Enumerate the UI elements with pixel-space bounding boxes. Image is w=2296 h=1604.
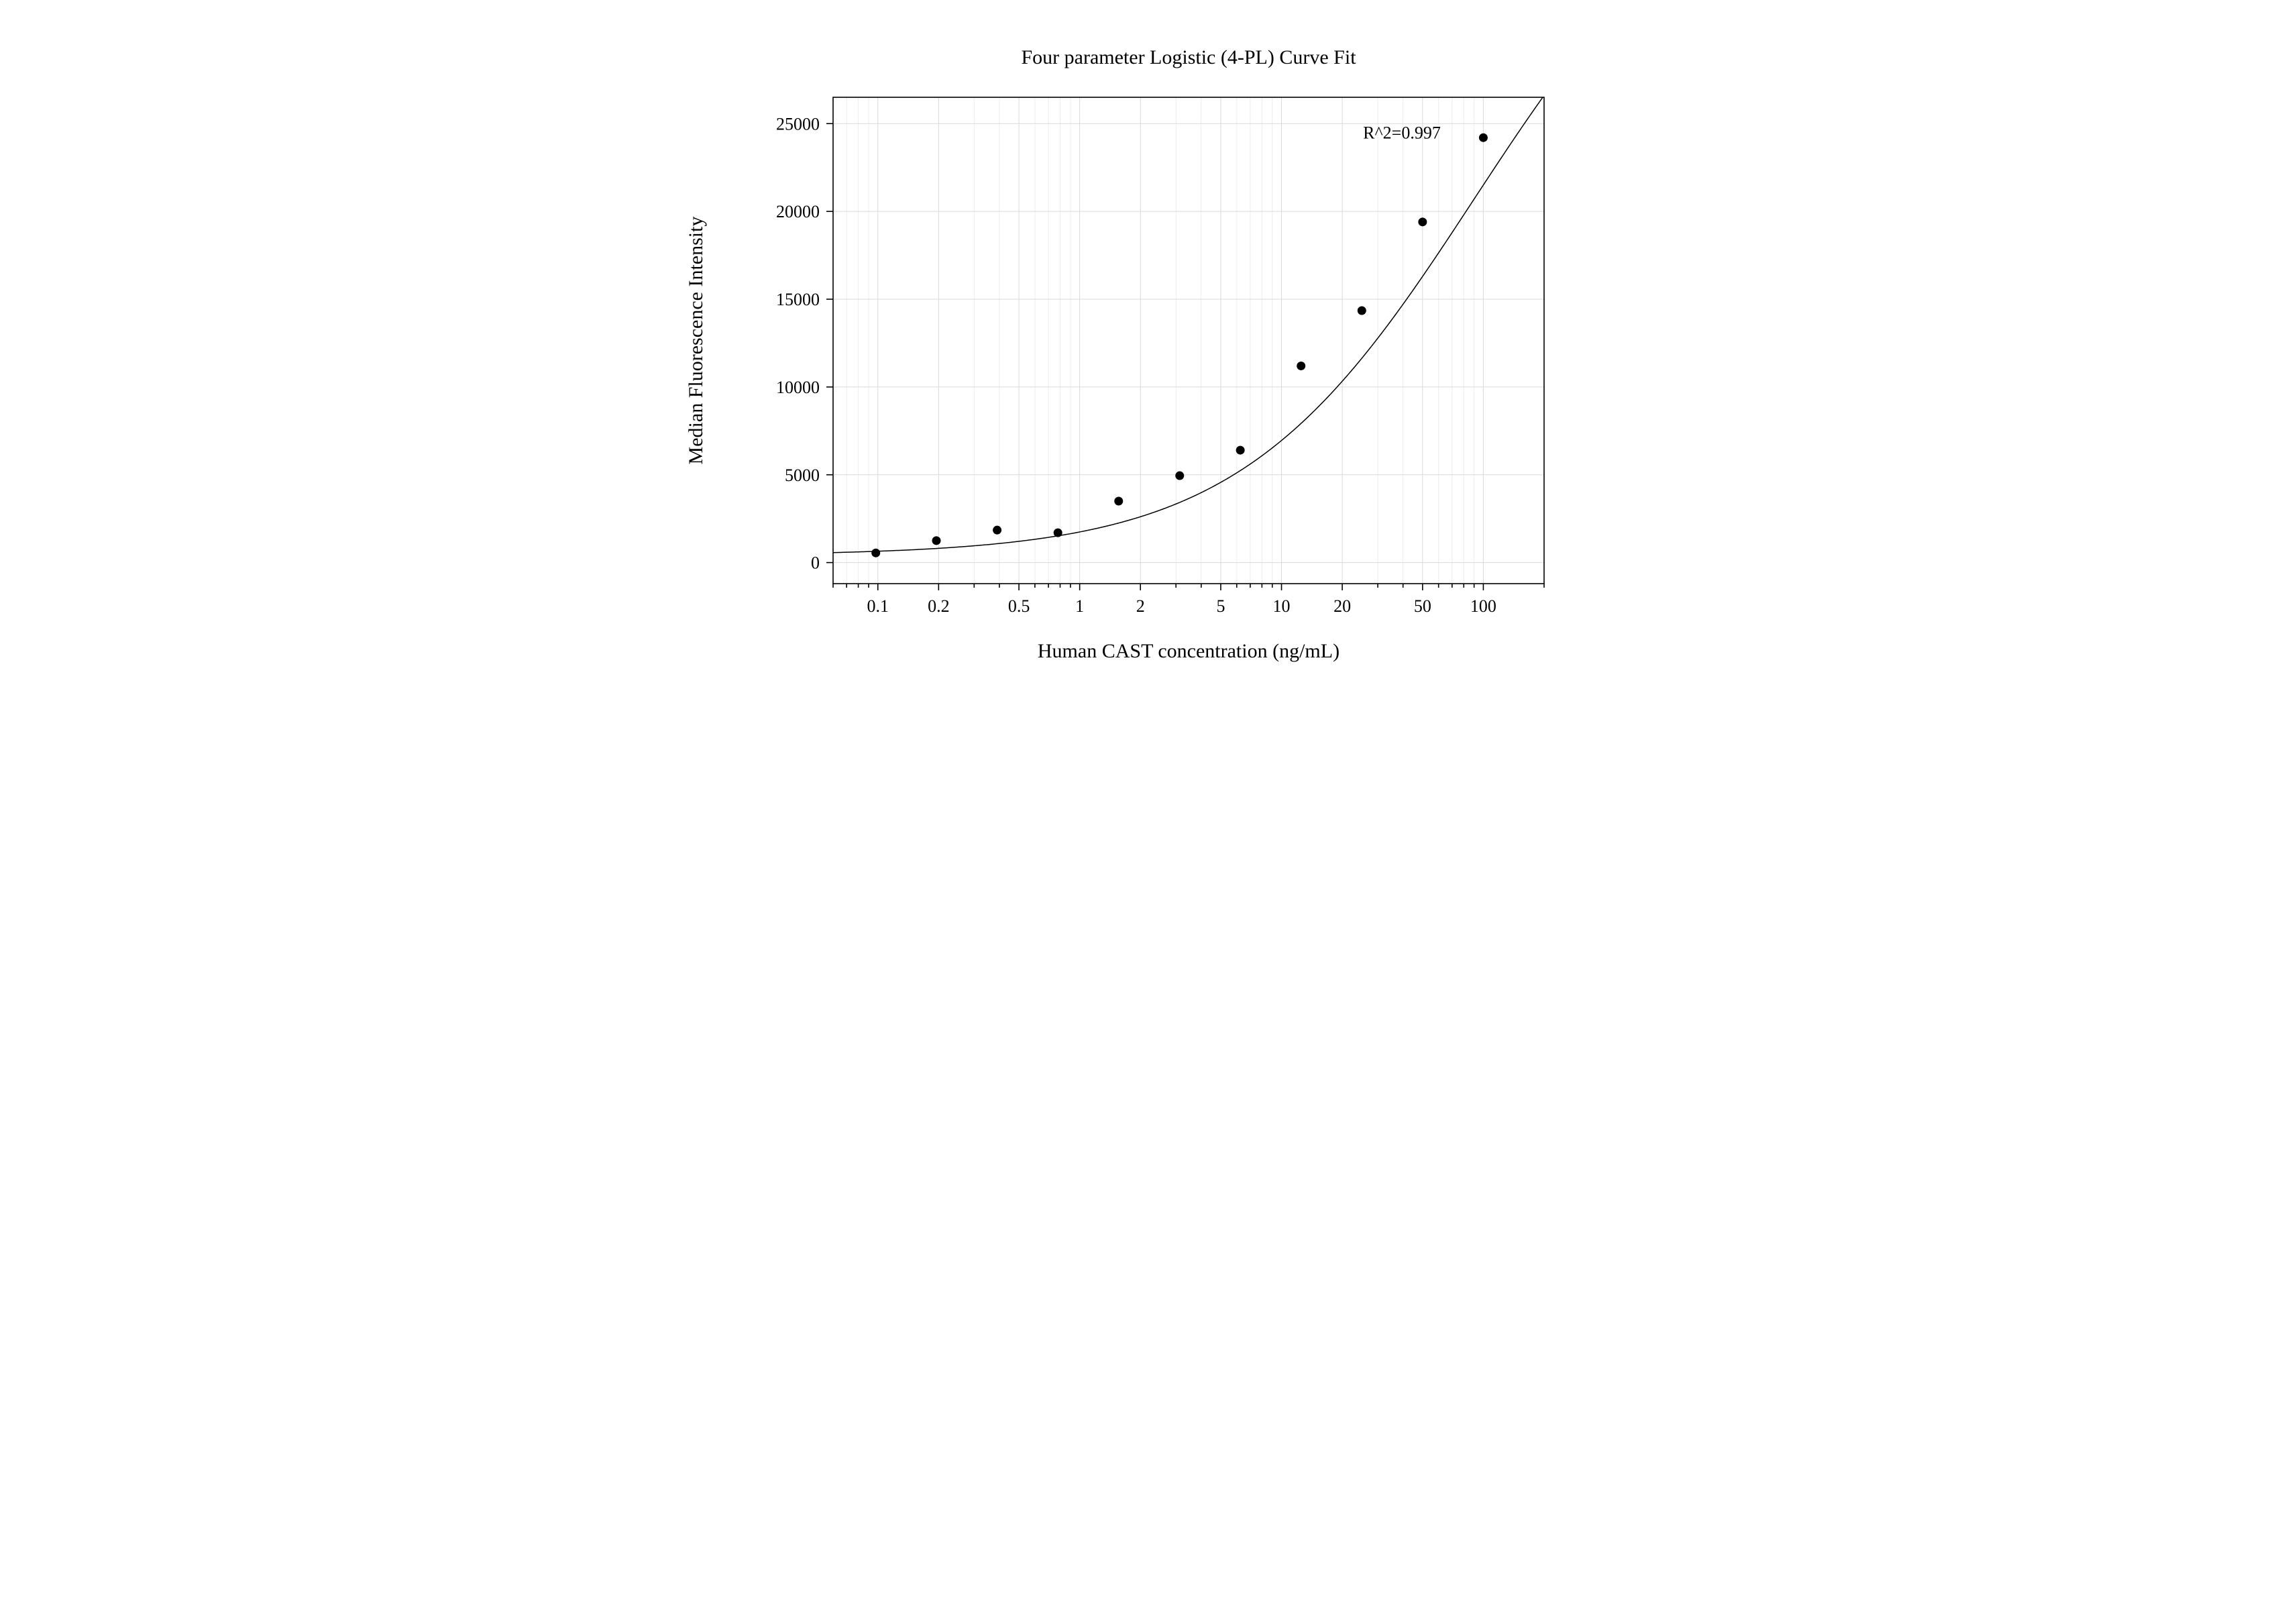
y-tick-label: 0 xyxy=(811,553,820,573)
chart-svg: 0.1 0.2 0.5 1 2 5 10 20 50 100 0 5000 10000 15000 2000… xyxy=(639,27,1658,751)
data-point xyxy=(871,549,880,557)
data-point xyxy=(1175,472,1184,480)
x-tick-label: 20 xyxy=(1333,596,1351,616)
x-tick-label: 0.2 xyxy=(928,596,950,616)
chart-title: Four parameter Logistic (4-PL) Curve Fit xyxy=(1021,46,1356,68)
data-point xyxy=(1236,446,1244,455)
data-point xyxy=(1114,496,1123,505)
x-tick-label: 1 xyxy=(1075,596,1084,616)
x-tick-label: 0.1 xyxy=(867,596,889,616)
r-squared-annotation: R^2=0.997 xyxy=(1363,123,1441,143)
data-point xyxy=(993,526,1001,535)
y-tick-label: 5000 xyxy=(785,466,820,485)
chart-container: 0.1 0.2 0.5 1 2 5 10 20 50 100 0 5000 10000 15000 2000… xyxy=(0,0,2296,792)
x-tick-label: 50 xyxy=(1413,596,1431,616)
data-point xyxy=(1297,362,1305,370)
y-axis-label: Median Fluorescence Intensity xyxy=(685,217,707,465)
x-tick-label: 10 xyxy=(1272,596,1290,616)
y-tick-label: 10000 xyxy=(776,378,820,397)
plot-area xyxy=(833,97,1544,584)
x-tick-label: 5 xyxy=(1216,596,1225,616)
x-tick-label: 100 xyxy=(1470,596,1496,616)
x-tick-label: 0.5 xyxy=(1007,596,1030,616)
data-point xyxy=(1357,307,1366,315)
data-point xyxy=(1418,217,1427,226)
y-tick-label: 25000 xyxy=(776,114,820,133)
x-axis-label: Human CAST concentration (ng/mL) xyxy=(1037,640,1339,662)
y-tick-label: 15000 xyxy=(776,290,820,309)
y-tick-label: 20000 xyxy=(776,202,820,221)
data-point xyxy=(1053,529,1062,537)
data-point xyxy=(932,536,940,545)
x-tick-label: 2 xyxy=(1136,596,1144,616)
data-point xyxy=(1478,133,1487,142)
